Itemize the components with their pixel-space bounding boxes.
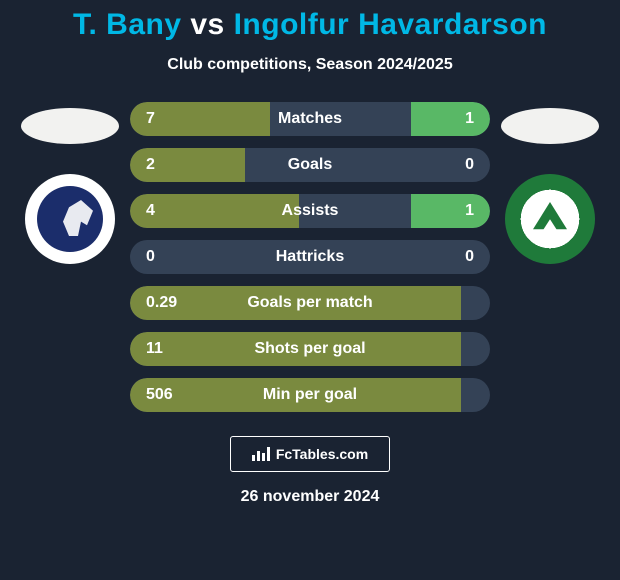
stat-value-left: 11: [130, 340, 210, 358]
root: T. Bany vs Ingolfur Havardarson Club com…: [0, 0, 620, 580]
brand-text: FcTables.com: [276, 446, 368, 462]
comparison-row: 7Matches12Goals04Assists10Hattricks00.29…: [0, 98, 620, 416]
stat-value-right: 1: [410, 202, 490, 220]
right-column: [490, 98, 610, 264]
bar-chart-icon: [252, 447, 270, 461]
stat-bar: 11Shots per goal: [130, 332, 490, 366]
stat-value-right: 1: [410, 110, 490, 128]
stat-label: Shots per goal: [210, 340, 410, 358]
footer-date: 26 november 2024: [241, 488, 380, 506]
left-column: [10, 98, 130, 264]
stats-bars: 7Matches12Goals04Assists10Hattricks00.29…: [130, 98, 490, 416]
title-player2: Ingolfur Havardarson: [234, 8, 547, 41]
stat-value-left: 7: [130, 110, 210, 128]
brand-badge: FcTables.com: [230, 436, 390, 472]
player2-club-badge: [505, 174, 595, 264]
player1-club-badge: [25, 174, 115, 264]
stat-label: Goals: [210, 156, 410, 174]
player1-avatar: [21, 108, 119, 144]
stat-bar: 0.29Goals per match: [130, 286, 490, 320]
stat-value-left: 506: [130, 386, 210, 404]
title-vs: vs: [190, 8, 224, 41]
stat-label: Assists: [210, 202, 410, 220]
stat-bar: 0Hattricks0: [130, 240, 490, 274]
stat-value-left: 2: [130, 156, 210, 174]
randers-crest-icon: [37, 186, 103, 252]
stat-label: Matches: [210, 110, 410, 128]
stat-value-left: 0.29: [130, 294, 210, 312]
title-player1: T. Bany: [73, 8, 182, 41]
stat-bar: 2Goals0: [130, 148, 490, 182]
stat-bar: 4Assists1: [130, 194, 490, 228]
stat-bar: 7Matches1: [130, 102, 490, 136]
stat-label: Min per goal: [210, 386, 410, 404]
stat-label: Goals per match: [210, 294, 410, 312]
subtitle: Club competitions, Season 2024/2025: [167, 56, 452, 74]
stat-value-left: 0: [130, 248, 210, 266]
stat-label: Hattricks: [210, 248, 410, 266]
stat-value-right: 0: [410, 156, 490, 174]
stat-bar: 506Min per goal: [130, 378, 490, 412]
stat-value-right: 0: [410, 248, 490, 266]
stat-value-left: 4: [130, 202, 210, 220]
player2-avatar: [501, 108, 599, 144]
page-title: T. Bany vs Ingolfur Havardarson: [73, 8, 547, 42]
